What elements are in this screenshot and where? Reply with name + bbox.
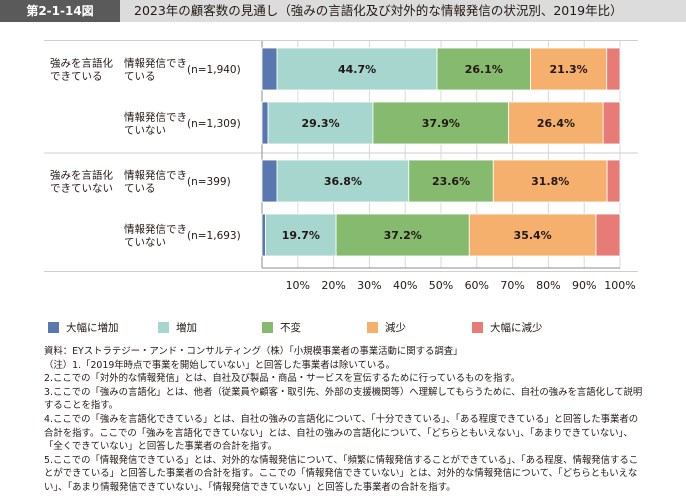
x-tick-label: 100% bbox=[604, 279, 635, 292]
data-label: 23.6% bbox=[432, 175, 470, 188]
legend-label: 減少 bbox=[385, 321, 406, 334]
sample-size-label: (n=1,309) bbox=[187, 118, 241, 130]
chart-frame bbox=[44, 40, 638, 272]
bar-segment bbox=[372, 101, 510, 145]
figure-number: 第2-1-14図 bbox=[0, 0, 120, 22]
bar-segment bbox=[261, 213, 266, 257]
category-label: ていない bbox=[124, 125, 166, 137]
bar-segment bbox=[530, 47, 608, 91]
bar-segment bbox=[335, 213, 470, 257]
category-label: 情報発信でき bbox=[124, 111, 187, 124]
group-label: できている bbox=[50, 71, 103, 83]
bar-segment bbox=[595, 213, 621, 257]
legend-swatch bbox=[367, 321, 378, 333]
bar-segment bbox=[276, 159, 410, 203]
category-label: ている bbox=[124, 183, 156, 195]
note-line: 資料：EYストラテジー・アンド・コンサルティング（株）「小規模事業者の事業活動に… bbox=[44, 346, 463, 357]
legend-item: 大幅に増加 bbox=[48, 320, 119, 334]
data-label: 35.4% bbox=[514, 229, 552, 242]
legend-swatch bbox=[48, 321, 59, 333]
bar-segment bbox=[508, 101, 604, 145]
data-label: 37.9% bbox=[422, 117, 460, 130]
legend-item: 減少 bbox=[367, 320, 406, 334]
data-label: 19.7% bbox=[282, 229, 320, 242]
legend-item: 増加 bbox=[158, 320, 197, 334]
x-tick-label: 60% bbox=[465, 279, 489, 292]
bar-segment bbox=[606, 159, 621, 203]
data-label: 26.1% bbox=[465, 63, 503, 76]
x-tick-label: 10% bbox=[286, 279, 310, 292]
chart-legend: 大幅に増加 増加 不変 減少 大幅に減少 bbox=[0, 320, 686, 336]
legend-item: 大幅に減少 bbox=[472, 320, 543, 334]
x-tick-label: 70% bbox=[500, 279, 524, 292]
x-tick-label: 30% bbox=[357, 279, 381, 292]
bar-segment bbox=[261, 101, 269, 145]
chart-title: 2023年の顧客数の見通し（強みの言語化及び対外的な情報発信の状況別、2019年… bbox=[134, 3, 623, 18]
stacked-bar-chart: 44.7% 26.1% 21.3% 情報発信できている (n=1,940) 29.3% 37… bbox=[44, 41, 638, 292]
note-line: 5.ここでの「情報発信できている」とは、対外的な情報発信について、「頻繁に情報発… bbox=[44, 454, 639, 493]
bar-segment bbox=[267, 101, 374, 145]
legend-item: 不変 bbox=[262, 320, 301, 334]
category-label: 情報発信でき bbox=[124, 223, 187, 236]
bar-segment bbox=[492, 159, 608, 203]
group-label: 強みを言語化 bbox=[50, 57, 113, 70]
legend-label: 不変 bbox=[280, 321, 301, 334]
legend-label: 大幅に減少 bbox=[490, 321, 543, 334]
bar-segment bbox=[436, 47, 531, 91]
note-line: 2.ここでの「対外的な情報発信」とは、自社及び製品・商品・サービスを宣伝するため… bbox=[44, 373, 521, 385]
data-label: 44.7% bbox=[338, 63, 376, 76]
category-label: 情報発信でき bbox=[124, 57, 187, 70]
data-label: 26.4% bbox=[537, 117, 575, 130]
legend-label: 増加 bbox=[176, 321, 197, 334]
category-label: ている bbox=[124, 71, 156, 83]
note-line: 3.ここでの「強みの言語化」とは、他者（従業員や顧客・取引先、外部の支援機関等）… bbox=[44, 386, 643, 412]
data-label: 31.8% bbox=[531, 175, 569, 188]
x-tick-label: 90% bbox=[572, 279, 596, 292]
bar-segment bbox=[606, 47, 621, 91]
bar-segment bbox=[276, 47, 438, 91]
x-tick-label: 20% bbox=[321, 279, 345, 292]
category-label: 情報発信でき bbox=[124, 169, 187, 182]
legend-swatch bbox=[158, 321, 169, 333]
note-line: （注）1.「2019年時点で事業を開始していない」と回答した事業者は除いている。 bbox=[44, 359, 395, 371]
bar-segment bbox=[265, 213, 337, 257]
data-label: 21.3% bbox=[550, 63, 588, 76]
bar-segment bbox=[468, 213, 597, 257]
bar-segment bbox=[261, 47, 278, 91]
bar-segment bbox=[602, 101, 621, 145]
x-tick-label: 80% bbox=[536, 279, 560, 292]
sample-size-label: (n=1,940) bbox=[187, 64, 241, 76]
x-tick-label: 40% bbox=[393, 279, 417, 292]
legend-label: 大幅に増加 bbox=[66, 321, 119, 334]
note-line: 4.ここでの「強みを言語化できている」とは、自社の強みの言語化について、「十分で… bbox=[44, 413, 639, 453]
group-label: 強みを言語化 bbox=[50, 169, 113, 182]
x-tick-label: 50% bbox=[429, 279, 453, 292]
sample-size-label: (n=1,693) bbox=[187, 230, 241, 242]
figure-header: 第2-1-14図 2023年の顧客数の見通し（強みの言語化及び対外的な情報発信の… bbox=[0, 0, 686, 22]
data-label: 37.2% bbox=[384, 229, 422, 242]
legend-swatch bbox=[472, 321, 483, 333]
data-label: 29.3% bbox=[301, 117, 339, 130]
sample-size-label: (n=399) bbox=[187, 176, 231, 188]
data-label: 36.8% bbox=[324, 175, 362, 188]
bar-segment bbox=[261, 159, 278, 203]
legend-swatch bbox=[262, 321, 273, 333]
group-label: できていない bbox=[50, 183, 113, 195]
source-notes: 資料：EYストラテジー・アンド・コンサルティング（株）「小規模事業者の事業活動に… bbox=[44, 345, 644, 495]
category-label: ていない bbox=[124, 237, 166, 249]
bar-segment bbox=[408, 159, 494, 203]
